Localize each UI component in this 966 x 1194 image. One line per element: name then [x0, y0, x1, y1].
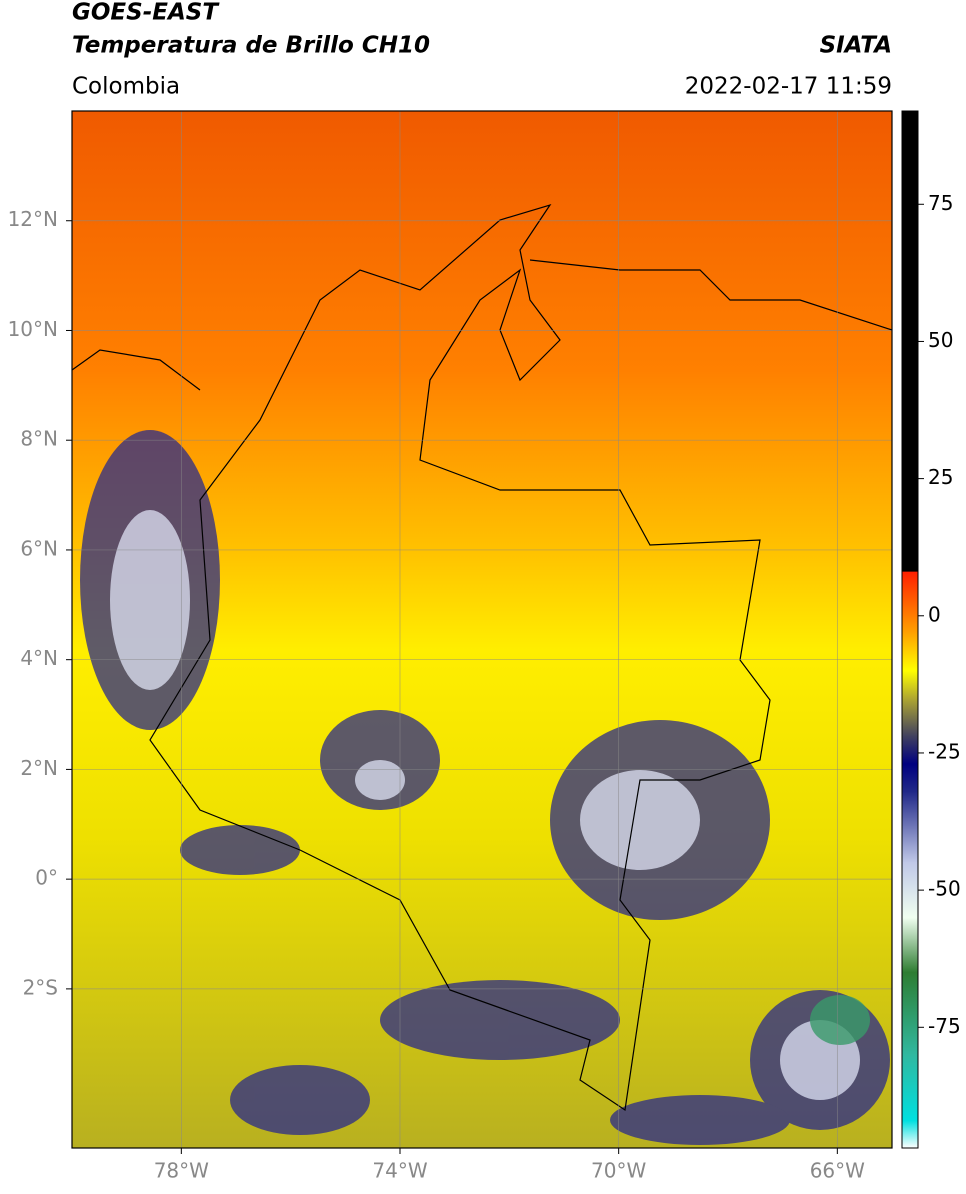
- imagery: [71, 111, 893, 1148]
- colorbar-tick-label: 25: [928, 465, 953, 489]
- map-frame: [71, 110, 893, 1149]
- x-tick-label: 74°W: [372, 1159, 427, 1183]
- y-tick-label: 6°N: [20, 536, 58, 560]
- y-tick-label: 12°N: [8, 207, 58, 231]
- y-tick-label: 4°N: [20, 646, 58, 670]
- subtitle: Temperatura de Brillo CH10: [72, 33, 430, 59]
- y-tick-label: 8°N: [20, 427, 58, 451]
- source: SIATA: [820, 33, 892, 59]
- y-tick-label: 0°: [35, 866, 58, 890]
- colorbar: [901, 110, 919, 1149]
- colorbar-tick-label: -75: [928, 1014, 961, 1038]
- title: GOES-EAST: [72, 0, 220, 26]
- x-tick-label: 70°W: [591, 1159, 646, 1183]
- colorbar-tick-label: -25: [928, 739, 961, 763]
- colorbar-tick-label: 0: [928, 602, 941, 626]
- colorbar-tick-label: 50: [928, 328, 953, 352]
- x-tick-label: 66°W: [810, 1159, 865, 1183]
- colorbar-tick-label: -50: [928, 877, 961, 901]
- datetime: 2022-02-17 11:59: [685, 74, 892, 100]
- y-tick-label: 2°S: [23, 975, 58, 999]
- y-tick-label: 10°N: [8, 317, 58, 341]
- x-tick-label: 78°W: [154, 1159, 209, 1183]
- y-tick-label: 2°N: [20, 756, 58, 780]
- colorbar-tick-label: 75: [928, 191, 953, 215]
- region: Colombia: [72, 74, 180, 100]
